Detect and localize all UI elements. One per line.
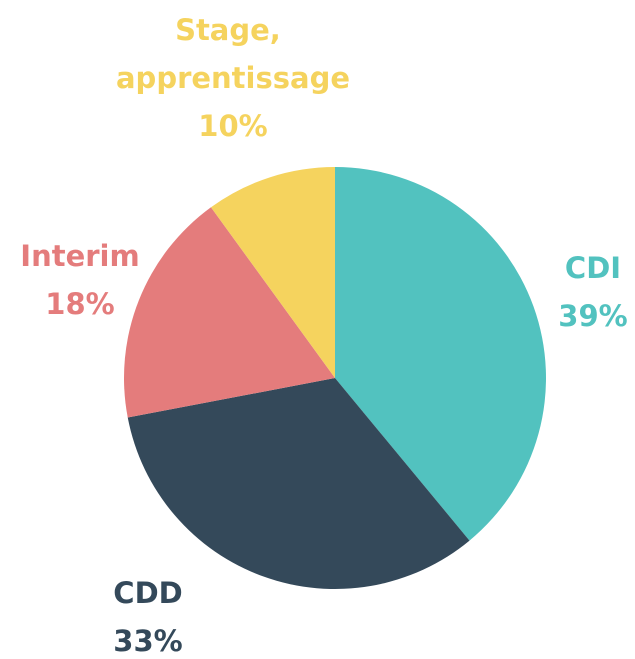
value-label: 18%	[45, 287, 114, 321]
label-line: Interim	[20, 239, 139, 273]
category-label: Interim	[20, 239, 139, 273]
label-line: CDI	[565, 251, 621, 285]
value-label: 39%	[558, 299, 627, 333]
slice-label: CDI 39%	[558, 251, 627, 333]
pie-slice	[127, 378, 470, 590]
slice-label: Stage, apprentissage 10%	[116, 13, 350, 143]
category-label: CDD	[113, 576, 182, 610]
category-label: Stage, apprentissage	[116, 13, 350, 95]
label-line: apprentissage	[116, 61, 350, 95]
pie-slice	[335, 167, 546, 541]
label-line: CDD	[113, 576, 182, 610]
pie-slice	[123, 207, 335, 418]
value-label: 33%	[113, 624, 182, 658]
label-line: Stage,	[175, 13, 291, 47]
slice-label: CDD 33%	[113, 576, 182, 658]
value-label: 10%	[198, 109, 267, 143]
pie-slice	[210, 167, 335, 378]
slice-label: Interim 18%	[20, 239, 139, 321]
category-label: CDI	[565, 251, 621, 285]
